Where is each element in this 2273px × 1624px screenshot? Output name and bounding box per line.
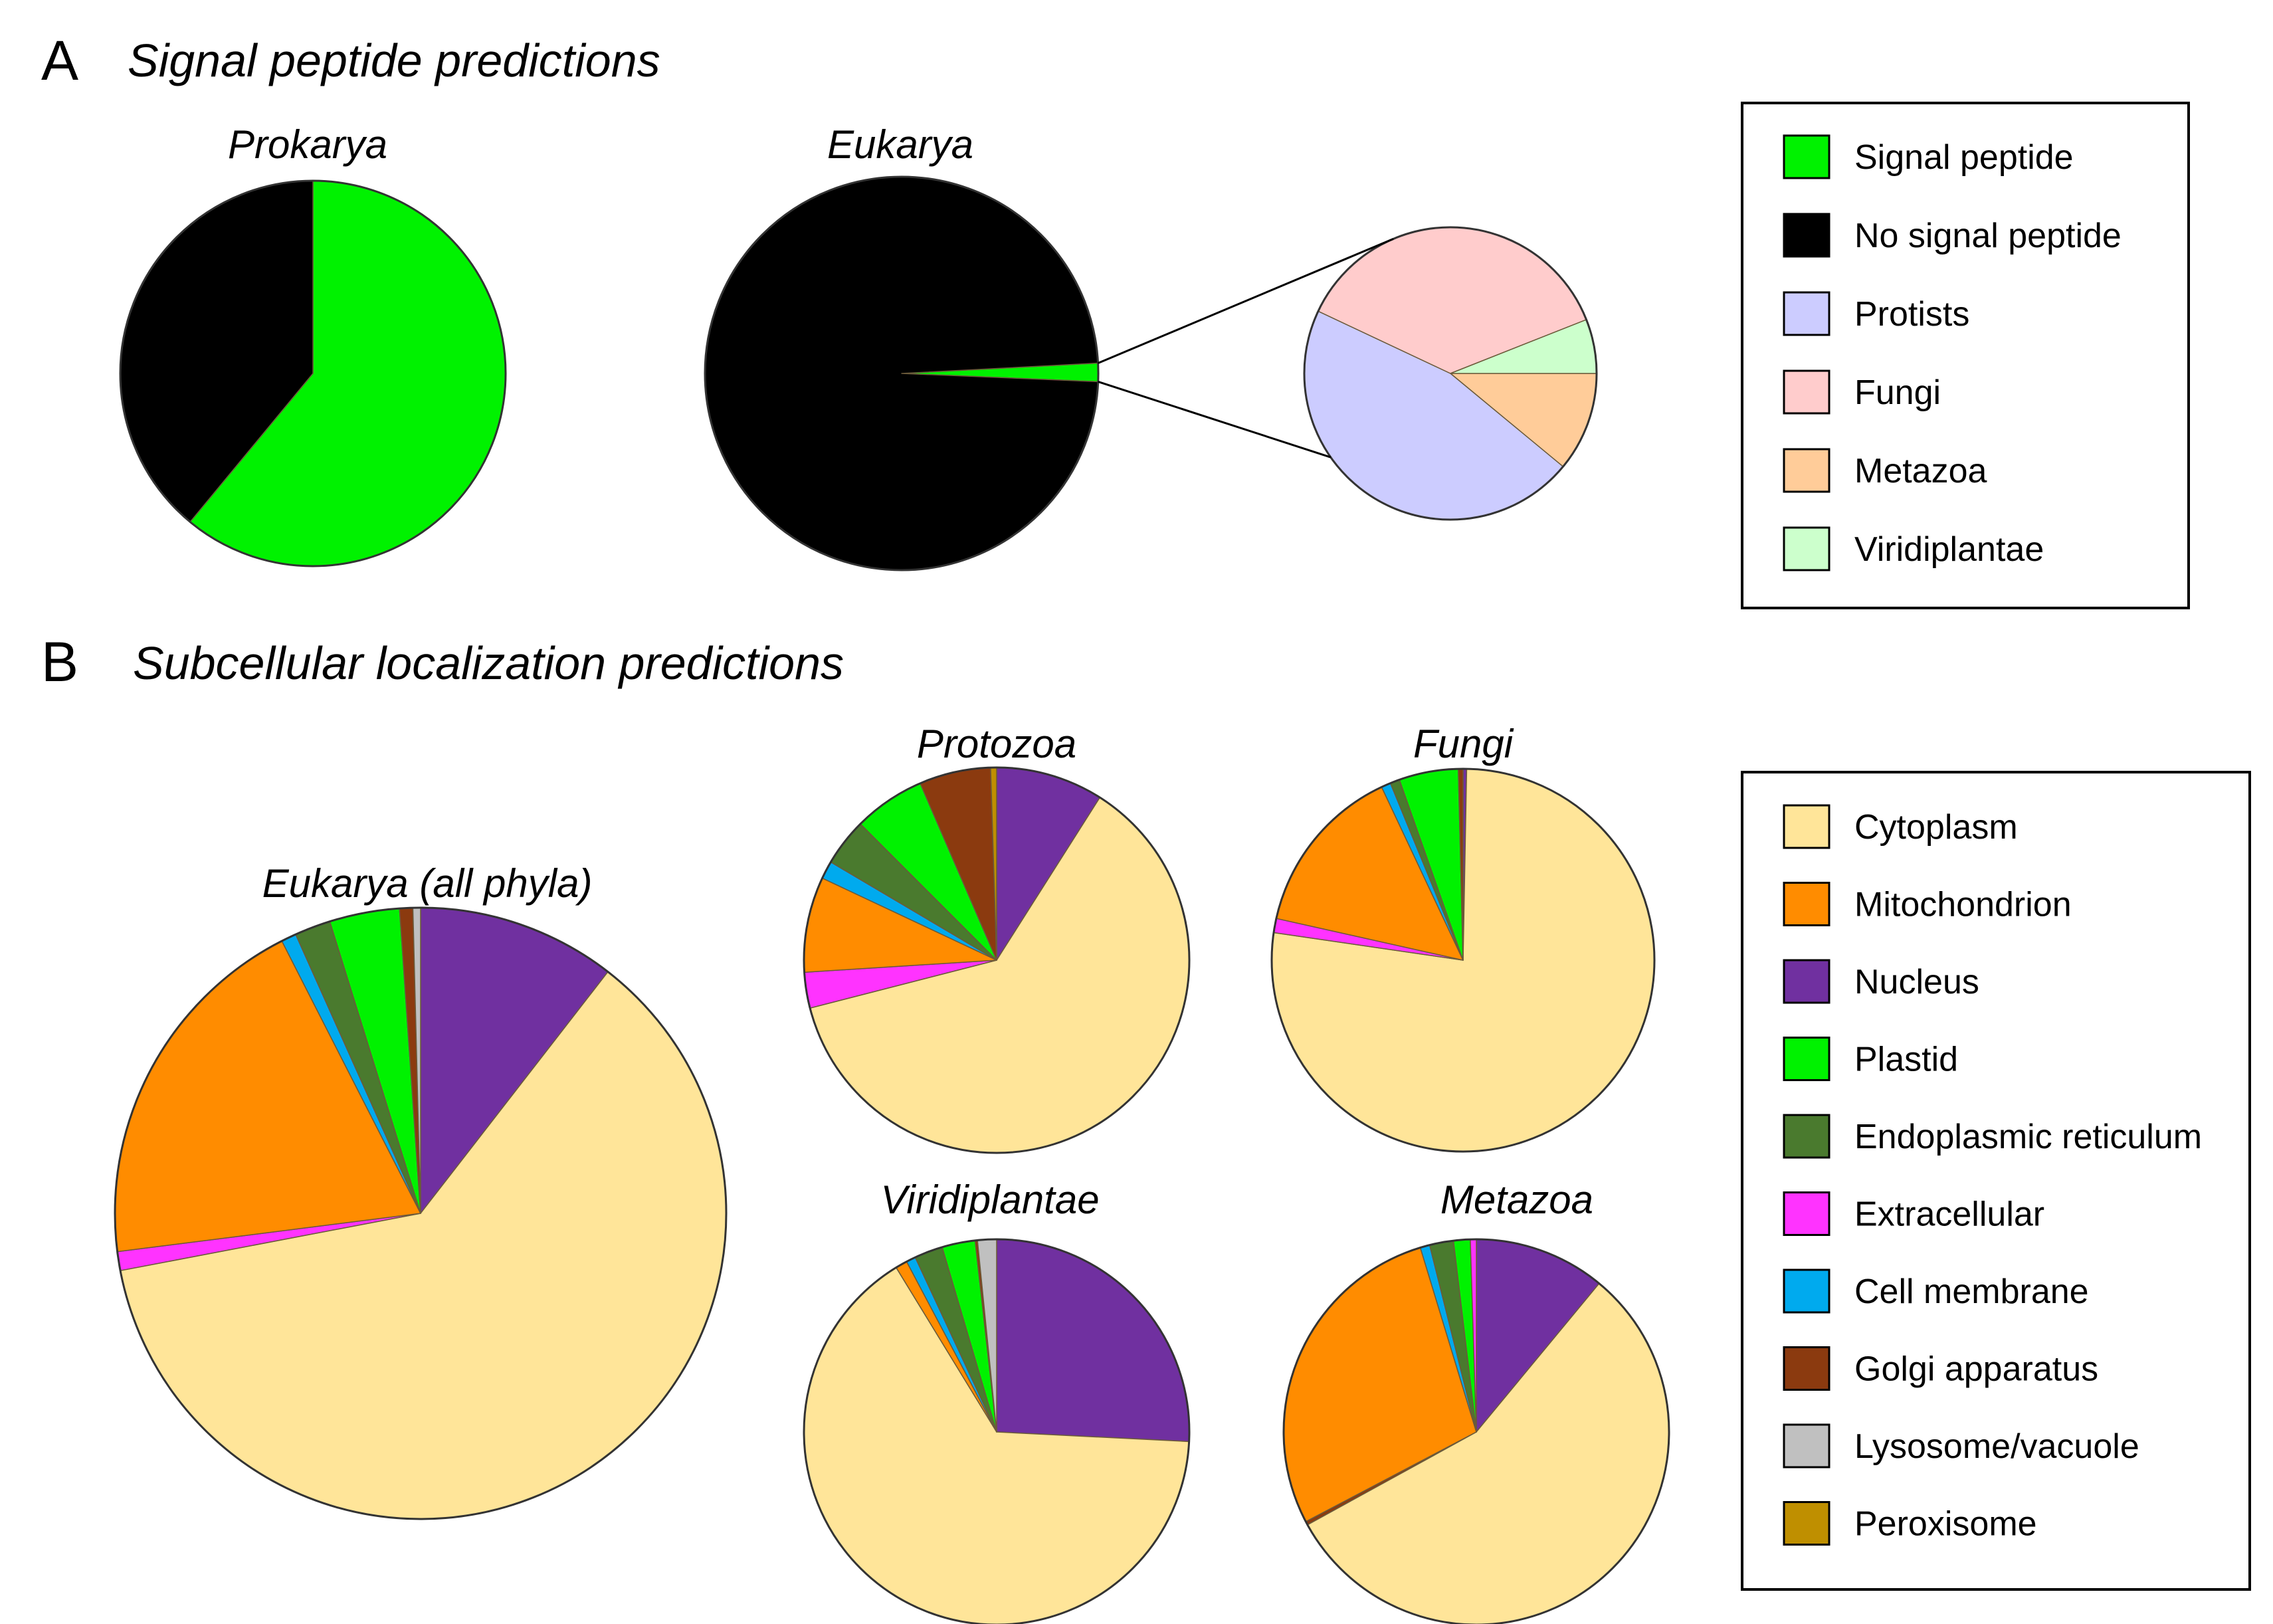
- legend-swatch-nucleus: [1783, 959, 1830, 1004]
- pie-outline: [119, 179, 507, 567]
- legend-swatch-no-signal-peptide: [1783, 213, 1830, 258]
- pie-outline: [704, 175, 1100, 571]
- pie-title-viridiplantae: Viridiplantae: [880, 1177, 1099, 1222]
- panel-a-title: Signal peptide predictions: [128, 35, 660, 86]
- legend-a-box: [1741, 102, 2190, 609]
- legend-swatch-fungi: [1783, 369, 1830, 415]
- pie-outline: [1303, 226, 1598, 521]
- legend-label-cytoplasm: Cytoplasm: [1854, 808, 2018, 847]
- legend-label-nucleus: Nucleus: [1854, 963, 1979, 1001]
- legend-swatch-viridiplantae: [1783, 526, 1830, 571]
- zoom-connector-line-upper: [1098, 238, 1394, 364]
- panel-b-letter: B: [41, 631, 78, 693]
- pie-eukarya: [704, 175, 1100, 571]
- pie-title-protozoa: Protozoa: [917, 722, 1076, 766]
- pie-fungi: [1270, 767, 1656, 1153]
- legend-label-golgi-apparatus: Golgi apparatus: [1854, 1350, 2098, 1389]
- pie-outline: [1282, 1238, 1670, 1624]
- pie-title-prokarya: Prokarya: [228, 122, 387, 167]
- pie-outline: [114, 906, 728, 1520]
- legend-label-viridiplantae: Viridiplantae: [1854, 530, 2044, 569]
- legend-swatch-endoplasmic-reticulum: [1783, 1114, 1830, 1159]
- pie-prokarya: [119, 179, 507, 567]
- legend-label-endoplasmic-reticulum: Endoplasmic reticulum: [1854, 1118, 2202, 1156]
- legend-b: Cytoplasm Mitochondrion Nucleus Plastid Endo…: [1783, 804, 2202, 1546]
- legend-label-cell-membrane: Cell membrane: [1854, 1272, 2089, 1311]
- panel-a-letter: A: [41, 29, 78, 92]
- legend-label-mitochondrion: Mitochondrion: [1854, 886, 2072, 924]
- pie-title-metazoa: Metazoa: [1440, 1177, 1593, 1222]
- legend-label-fungi: Fungi: [1854, 373, 1941, 412]
- legend-label-protists: Protists: [1854, 295, 1969, 334]
- legend-swatch-lysosome-vacuole: [1783, 1423, 1830, 1469]
- pie-outline: [1270, 767, 1656, 1153]
- legend-label-signal-peptide: Signal peptide: [1854, 138, 2074, 177]
- legend-label-extracellular: Extracellular: [1854, 1195, 2044, 1234]
- legend-swatch-extracellular: [1783, 1191, 1830, 1236]
- pie-eukarya-all-phyla: [114, 906, 728, 1520]
- pie-slice-nucleus: [996, 1239, 1190, 1443]
- panel-b-title: Subcellular localization predictions: [133, 637, 844, 689]
- legend-swatch-cytoplasm: [1783, 804, 1830, 849]
- legend-swatch-protists: [1783, 291, 1830, 336]
- legend-swatch-mitochondrion: [1783, 882, 1830, 926]
- pie-metazoa: [1282, 1238, 1670, 1624]
- legend-swatch-cell-membrane: [1783, 1269, 1830, 1314]
- legend-label-metazoa: Metazoa: [1854, 452, 1987, 490]
- legend-swatch-metazoa: [1783, 448, 1830, 493]
- legend-label-no-signal-peptide: No signal peptide: [1854, 217, 2122, 255]
- legend-swatch-golgi-apparatus: [1783, 1346, 1830, 1391]
- zoom-connector-line-lower: [1098, 380, 1332, 458]
- legend-label-lysosome-vacuole: Lysosome/vacuole: [1854, 1427, 2139, 1466]
- legend-swatch-plastid: [1783, 1037, 1830, 1081]
- pie-protozoa: [803, 766, 1191, 1154]
- pie-title-eukarya-all-phyla: Eukarya (all phyla): [262, 861, 593, 906]
- legend-label-plastid: Plastid: [1854, 1041, 1958, 1079]
- pie-outline: [803, 1238, 1191, 1624]
- legend-label-peroxisome: Peroxisome: [1854, 1505, 2037, 1544]
- pie-eukarya-signal-peptide-breakdown: [1303, 226, 1598, 521]
- legend-swatch-peroxisome: [1783, 1501, 1830, 1546]
- pie-viridiplantae: [803, 1238, 1191, 1624]
- pie-title-fungi: Fungi: [1413, 722, 1514, 766]
- legend-swatch-signal-peptide: [1783, 134, 1830, 179]
- pie-title-eukarya: Eukarya: [827, 122, 973, 167]
- pie-outline: [803, 766, 1191, 1154]
- legend-a: Signal peptide No signal peptide Protists F…: [1783, 134, 2122, 571]
